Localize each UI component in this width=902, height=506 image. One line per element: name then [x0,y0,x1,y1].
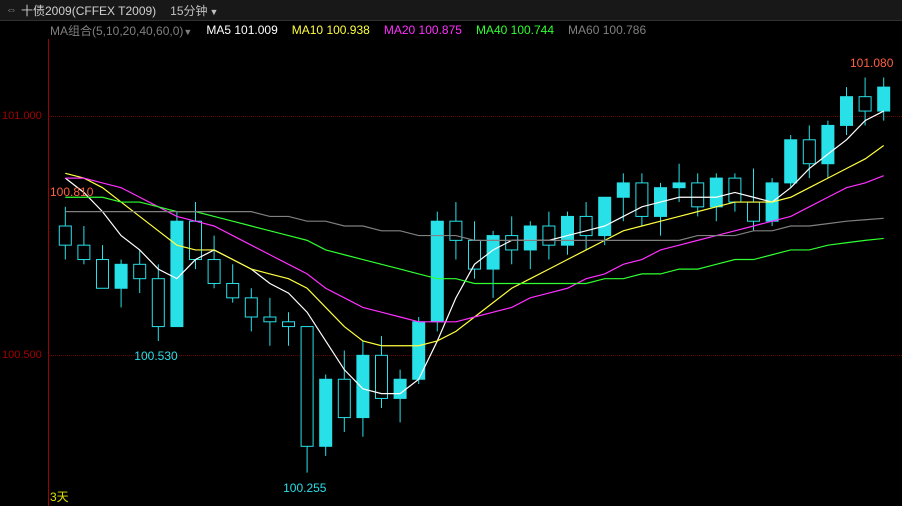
symbol-label[interactable]: 十债2009(CFFEX T2009) [21,2,156,19]
price-callout: 101.080 [850,56,893,70]
candle [431,221,443,322]
candle [394,379,406,398]
ma60-legend: MA60 100.786 [568,23,646,37]
candle [283,322,295,327]
chart-svg [0,39,902,506]
chart-header: ⇔ 十债2009(CFFEX T2009) 15分钟▼ [0,0,902,21]
candle [878,87,890,111]
candle [524,226,536,250]
timeframe-selector[interactable]: 15分钟▼ [170,2,218,19]
candle [785,140,797,183]
candle [264,317,276,322]
ma-legend: MA组合(5,10,20,40,60,0)▼ MA5 101.009 MA10 … [0,21,902,39]
timeframe-label: 15分钟 [170,4,207,18]
candle [803,140,815,164]
candle [78,245,90,259]
candle [190,221,202,259]
candle [543,226,555,245]
chevron-down-icon: ▼ [183,27,192,37]
candle [673,183,685,188]
ma-group-label: MA组合(5,10,20,40,60,0) [50,24,183,38]
candle [729,178,741,202]
price-callout: 100.255 [283,481,326,495]
candle [450,221,462,240]
ma-group-selector[interactable]: MA组合(5,10,20,40,60,0)▼ [50,22,192,39]
candle [710,178,722,207]
price-callout: 100.810 [50,185,93,199]
ma40-legend: MA40 100.744 [476,23,554,37]
candle [59,226,71,245]
candle [617,183,629,197]
ma20-legend: MA20 100.875 [384,23,462,37]
candle [301,327,313,447]
candle [859,97,871,111]
link-icon: ⇔ [6,4,17,16]
ma5-legend: MA5 101.009 [206,23,277,37]
candle [152,279,164,327]
candle [636,183,648,217]
candle [227,283,239,297]
candle [692,183,704,207]
candle [208,260,220,284]
candle [320,379,332,446]
candle [357,355,369,417]
candle [115,264,127,288]
candle [748,202,760,221]
candle [841,97,853,126]
candle [580,216,592,235]
candle [599,197,611,235]
candle [338,379,350,417]
candle [245,298,257,317]
chevron-down-icon: ▼ [210,7,219,17]
ma10-legend: MA10 100.938 [292,23,370,37]
chart-plot-area[interactable]: 3天 101.000100.500100.810100.530100.25510… [0,39,902,506]
price-callout: 100.530 [134,349,177,363]
candle [97,260,109,289]
candle [134,264,146,278]
